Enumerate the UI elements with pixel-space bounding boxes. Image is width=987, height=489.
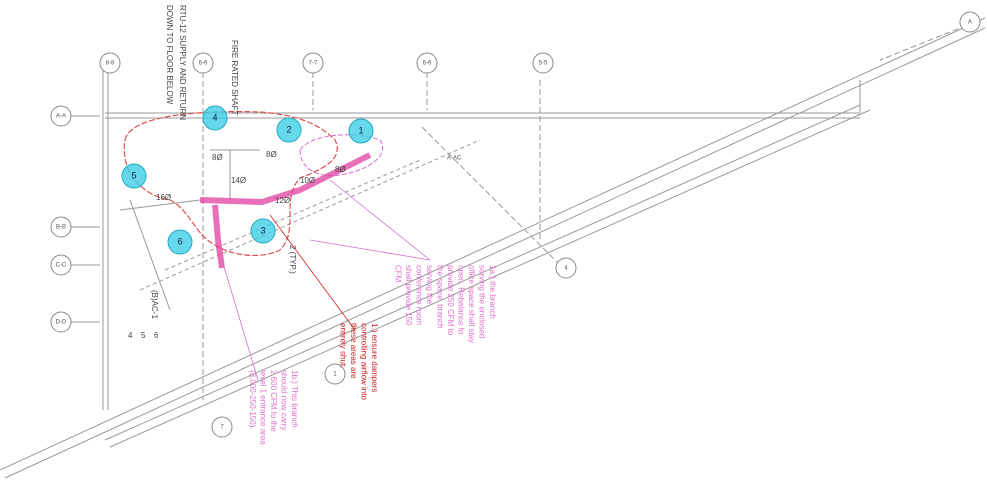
- note-line: 1b.) This branch: [290, 370, 299, 428]
- grid-label: C-C: [56, 263, 67, 269]
- note-1a: 1a.) the branchserving the enclosedoffic…: [394, 265, 498, 343]
- tag: 2 (TYP.): [288, 245, 297, 274]
- duct-size: 8Ø: [335, 165, 346, 174]
- note-line: 1.) ensure dampers: [370, 323, 379, 392]
- grid-label: A: [968, 20, 972, 26]
- duct-size: 8Ø: [212, 153, 223, 162]
- note-line: should now carry: [280, 370, 289, 430]
- note-line: 2,600 CFM to the: [269, 370, 278, 432]
- note-line: DOWN TO FLOOR BELOW: [165, 5, 174, 105]
- note-line: serving the: [425, 265, 434, 305]
- zone-label: 5: [131, 170, 136, 180]
- duct-size: 14Ø: [231, 176, 246, 185]
- zone-label: 2: [286, 124, 291, 134]
- tag: (B)AC-1: [150, 290, 159, 319]
- grid-label: D-D: [56, 320, 67, 326]
- shaft-note: FIRE RATED SHAFT: [230, 40, 239, 116]
- grid-label: A-AC: [447, 156, 462, 162]
- note-line: conference room: [415, 265, 424, 325]
- grid-label: 5-5: [539, 61, 548, 67]
- zone-label: 3: [260, 225, 265, 235]
- duct-size: 16Ø: [156, 193, 171, 202]
- note-line: provide 250 CFM to: [446, 265, 455, 336]
- supply-duct: [200, 155, 370, 202]
- duct-size: 10Ø: [300, 176, 315, 185]
- note-text: 1b.) This branchshould now carry2,600 CF…: [248, 370, 299, 445]
- rtu-note: RTU-12 SUPPLY AND RETURN DOWN TO FLOOR B…: [165, 5, 187, 122]
- note-line: 1a.) the branch: [488, 265, 497, 319]
- grid-label: 6-6: [423, 61, 432, 67]
- note-line: RTU-12 SUPPLY AND RETURN: [178, 5, 187, 120]
- note-line: serving the enclosed: [478, 265, 487, 338]
- note-1b: 1b.) This branchshould now carry2,600 CF…: [248, 370, 299, 445]
- note-line: open. Rebalance to: [457, 265, 466, 335]
- grid-label: A-A: [56, 114, 66, 120]
- duct-size: 12Ø: [275, 196, 290, 205]
- note-line: controlling airflow into: [360, 323, 369, 400]
- note-line: CFM.: [394, 265, 403, 285]
- note-line: shall provide 150: [404, 265, 413, 326]
- tag: 4: [128, 331, 133, 340]
- tag: 5: [141, 331, 146, 340]
- note-line: (3,000-250-150).: [248, 370, 257, 430]
- zones: 1 2 3 4 5 6: [122, 106, 373, 254]
- grid-label: 8-8: [106, 61, 115, 67]
- note-line: level 1 entrance area: [259, 370, 268, 445]
- note-text: 1.) ensure damperscontrolling airflow in…: [339, 323, 380, 400]
- grid-label: 6-6: [199, 61, 208, 67]
- tag: 6: [154, 331, 159, 340]
- building-lines: [0, 18, 985, 478]
- supply-duct: [215, 205, 222, 268]
- note-line: the space. branch: [436, 265, 445, 329]
- duct-size: 8Ø: [266, 150, 277, 159]
- note-line: these areas are: [349, 323, 358, 379]
- leader: [270, 215, 355, 330]
- drawing: 8-8 6-6 7-7 6-6 5-5 A-A B-B C-C D-D A 4 …: [0, 0, 987, 489]
- note-line: entirely shut.: [339, 323, 348, 368]
- note-text: 1a.) the branchserving the enclosedoffic…: [394, 265, 498, 343]
- grid-label: B-B: [56, 225, 66, 231]
- zone-label: 1: [358, 125, 363, 135]
- zone-label: 6: [177, 236, 182, 246]
- note-line: office space shall stay: [467, 265, 476, 343]
- grid-bubbles: 8-8 6-6 7-7 6-6 5-5 A-A B-B C-C D-D A 4 …: [51, 12, 980, 437]
- grid-label: 7-7: [309, 61, 318, 67]
- zone-label: 4: [212, 112, 217, 122]
- note-1: 1.) ensure damperscontrolling airflow in…: [339, 323, 380, 400]
